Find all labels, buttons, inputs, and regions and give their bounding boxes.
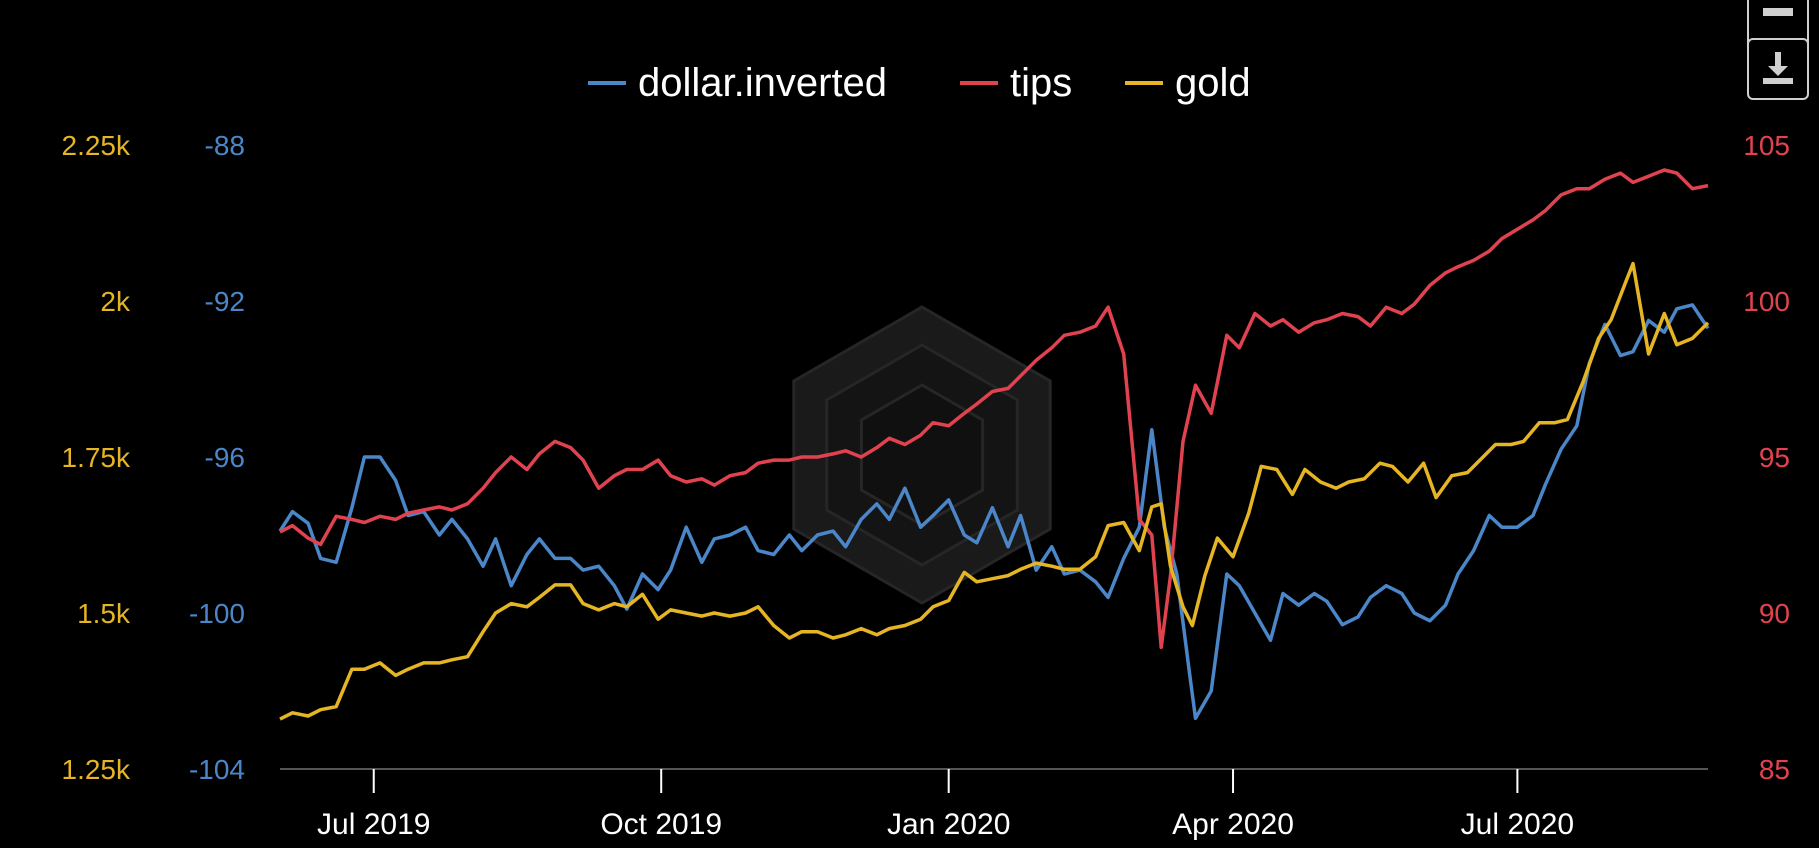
legend-label: tips	[1010, 61, 1072, 105]
axes: Jul 2019 Oct 2019 Jan 2020 Apr 2020 Jul 2020…	[62, 130, 1791, 841]
series-line-tips	[279, 168, 1709, 650]
y-tick-label-gold: 2k	[100, 286, 131, 317]
x-tick-label: Oct 2019	[600, 808, 722, 841]
y-tick-label-gold: 1.5k	[77, 598, 131, 629]
y-tick-label-gold: 2.25k	[62, 130, 131, 161]
legend-label: gold	[1175, 61, 1251, 105]
y-tick-label-dollar: -104	[189, 754, 245, 785]
series-lines	[278, 168, 1710, 721]
download-button[interactable]	[1747, 38, 1809, 100]
y-tick-label-gold: 1.75k	[62, 442, 131, 473]
y-tick-label-dollar: -88	[205, 130, 245, 161]
watermark-logo	[792, 305, 1052, 605]
y-tick-label-tips: 100	[1743, 286, 1790, 317]
x-tick-label: Jul 2019	[317, 808, 430, 841]
y-tick-label-gold: 1.25k	[62, 754, 131, 785]
x-tick-label: Jul 2020	[1461, 808, 1574, 841]
series-line-dollar-inverted	[278, 303, 1710, 721]
x-tick-label: Jan 2020	[887, 808, 1010, 841]
y-tick-label-tips: 105	[1743, 130, 1790, 161]
series-line-gold	[279, 261, 1710, 721]
menu-icon	[1763, 8, 1793, 16]
y-tick-label-dollar: -100	[189, 598, 245, 629]
x-tick-label: Apr 2020	[1172, 808, 1294, 841]
y-tick-label-tips: 85	[1759, 754, 1790, 785]
y-tick-label-dollar: -96	[205, 442, 245, 473]
legend[interactable]: dollar.inverted tips gold	[588, 61, 1251, 105]
y-tick-label-dollar: -92	[205, 286, 245, 317]
download-icon	[1763, 52, 1793, 84]
y-tick-label-tips: 90	[1759, 598, 1790, 629]
y-tick-label-tips: 95	[1759, 442, 1790, 473]
legend-label: dollar.inverted	[638, 61, 887, 105]
